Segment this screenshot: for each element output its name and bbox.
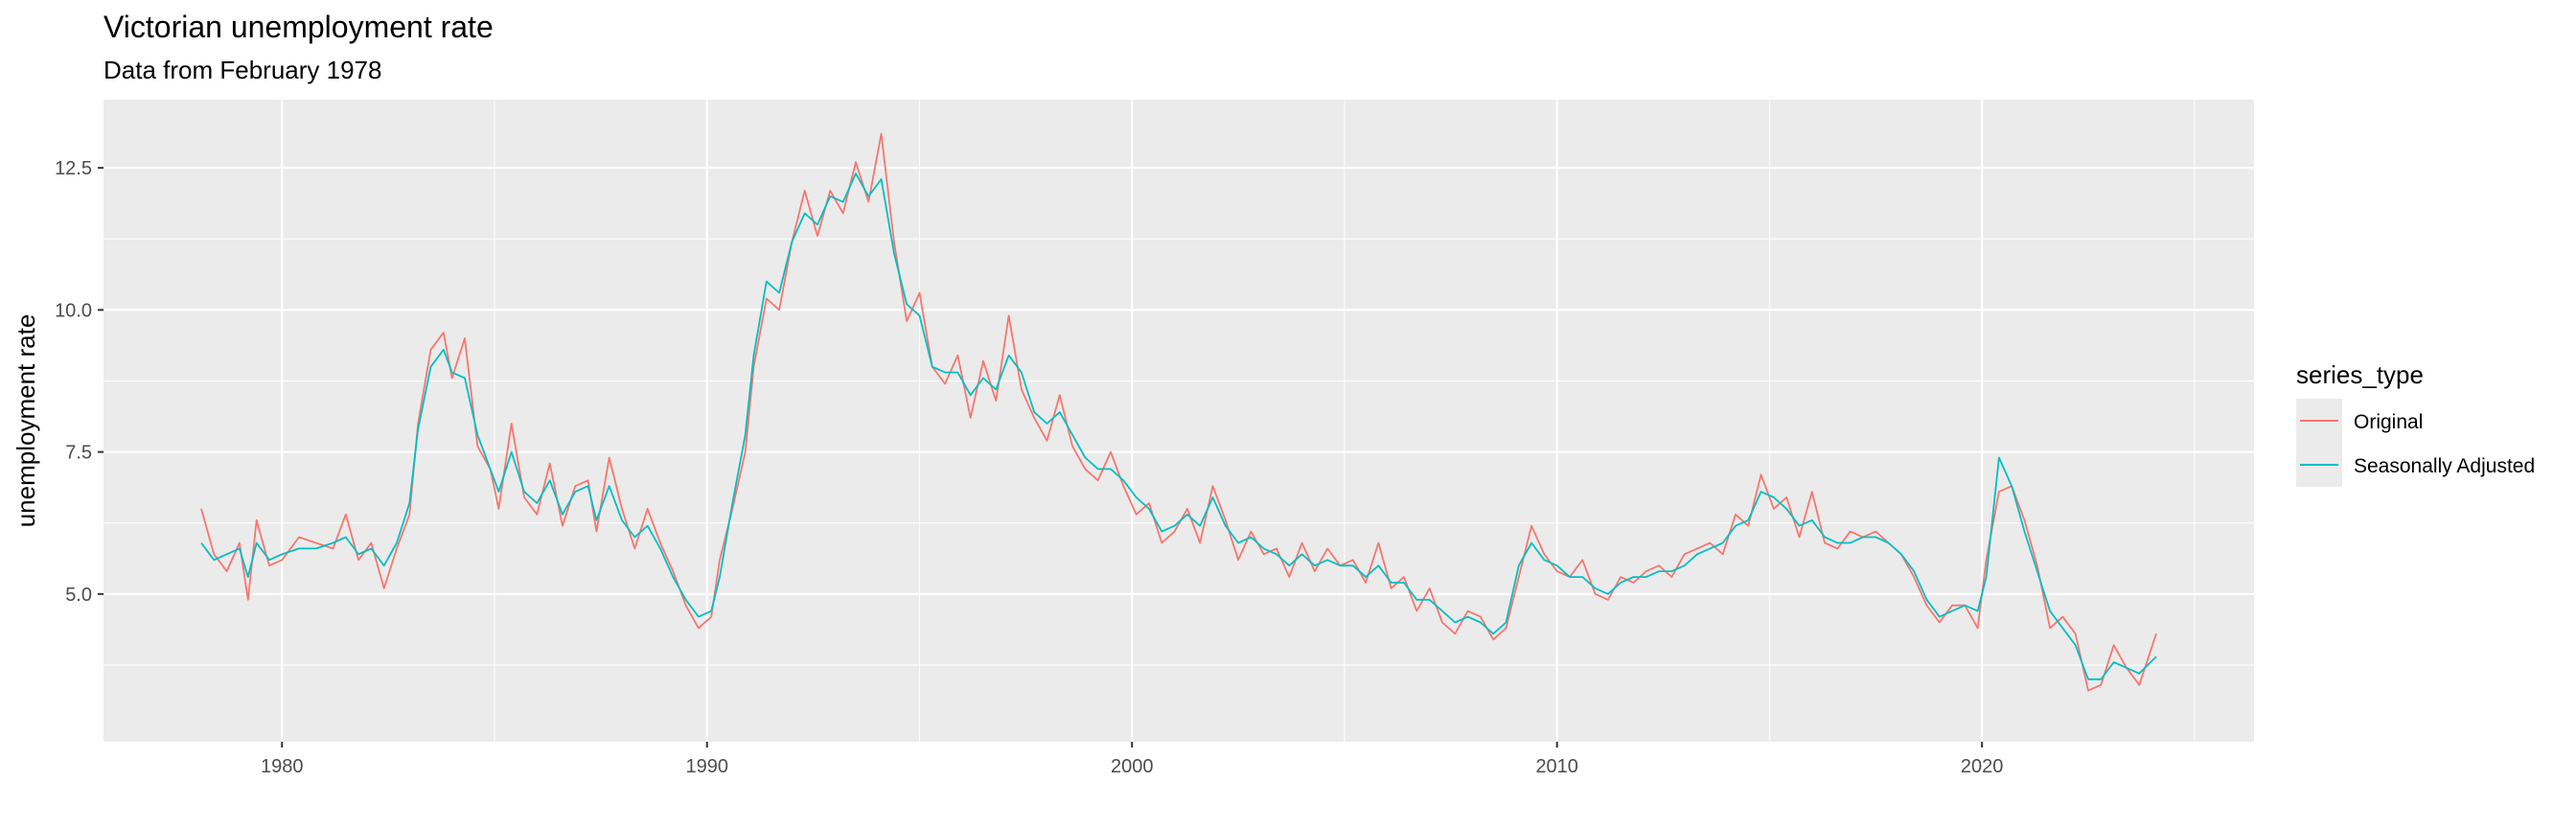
y-tick-label-10.0: 10.0 [55, 300, 92, 321]
x-tick-label-1990: 1990 [685, 756, 728, 777]
major-gridlines [104, 100, 2254, 742]
y-tick-label-7.5: 7.5 [65, 443, 92, 464]
plot-panel [104, 100, 2254, 742]
x-tick-label-2020: 2020 [1961, 756, 2004, 777]
x-tick-label-2000: 2000 [1111, 756, 1154, 777]
y-tick-label-12.5: 12.5 [55, 158, 92, 179]
y-axis-title: unemployment rate [12, 314, 40, 528]
axis-layer: 1980 1990 2000 2010 2020 5.0 7.5 10.0 12.5 [55, 158, 2003, 777]
legend-label-seasonally-adjusted: Seasonally Adjusted [2354, 455, 2535, 477]
legend-title: series_type [2296, 360, 2424, 389]
series-layer [200, 132, 2157, 692]
series-line-seasonally-adjusted [200, 172, 2157, 680]
x-tick-label-2010: 2010 [1535, 756, 1578, 777]
chart-title: Victorian unemployment rate [104, 10, 494, 44]
legend-label-original: Original [2354, 411, 2423, 433]
legend: series_type Original Seasonally Adjusted [2296, 360, 2535, 487]
x-tick-label-1980: 1980 [261, 756, 304, 777]
chart-subtitle: Data from February 1978 [104, 56, 382, 84]
y-tick-label-5.0: 5.0 [65, 585, 92, 606]
